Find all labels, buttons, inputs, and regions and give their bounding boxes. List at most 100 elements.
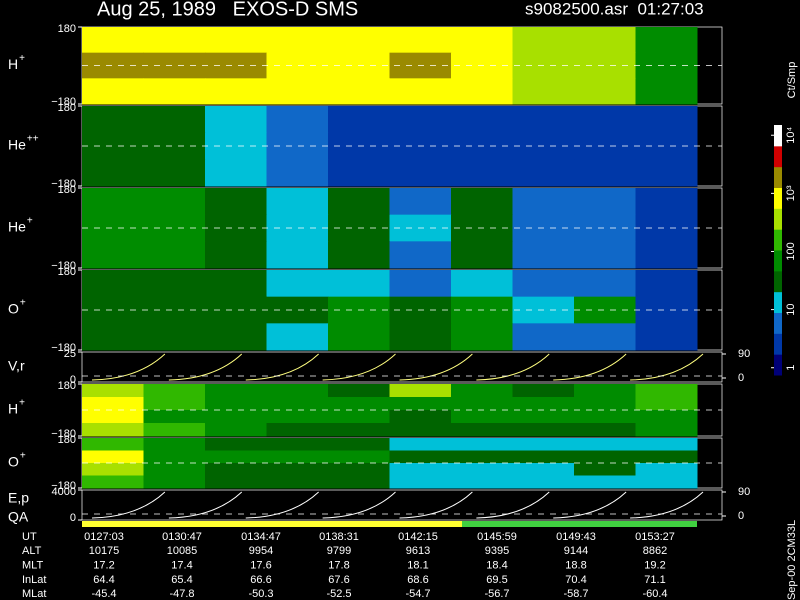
colorbar-cell (774, 270, 782, 293)
spectrogram-cell (451, 397, 513, 411)
spectrogram-cell (266, 323, 329, 351)
spectrogram-cell (635, 52, 698, 79)
spectrogram-cell (451, 27, 513, 54)
row-value: 18.8 (565, 560, 586, 572)
panel-label-sup: ++ (27, 134, 39, 145)
spectrogram-cell (328, 450, 390, 464)
spectrogram-cell (205, 270, 267, 298)
y-tick-label: −180 (51, 480, 76, 492)
title: Aug 25, 1989 EXOS-D SMS (97, 0, 358, 20)
spectrogram-cell (635, 450, 698, 464)
footer: Sep-00 2CM33L (786, 520, 798, 600)
y-tick-label: −180 (51, 178, 76, 190)
spectrogram-cell (574, 450, 636, 464)
y2-tick-label: 90 (738, 348, 750, 360)
row-label: UT (22, 531, 37, 543)
spectrogram-cell (143, 132, 206, 160)
spectrogram-cell (143, 214, 206, 242)
spectrogram-cell (82, 397, 144, 411)
spectrogram-cell (205, 27, 267, 54)
colorbar-cell (774, 125, 782, 147)
row-value: -56.7 (484, 588, 509, 600)
row-value: 70.4 (565, 574, 586, 586)
row-value: 10175 (89, 545, 120, 557)
spectrogram-cell (635, 384, 698, 398)
spectrogram-cell (82, 463, 144, 476)
row-value: 10085 (167, 545, 198, 557)
y2-tick-label: 0 (738, 372, 744, 384)
spectrogram-cell (574, 323, 636, 351)
row-value: -54.7 (405, 588, 430, 600)
spectrogram-cell (328, 438, 390, 451)
spectrogram-cell (143, 188, 206, 216)
spectrogram-cell (635, 475, 698, 489)
spectrogram-cell (266, 241, 329, 269)
spectrogram-cell (205, 323, 267, 351)
spectrogram-cell (266, 450, 329, 464)
spectrogram-cell (266, 106, 329, 134)
spectrogram-cell (328, 106, 390, 134)
spectrogram-cell (512, 159, 575, 187)
spectrogram-cell (82, 270, 144, 298)
row-label: MLT (22, 560, 43, 572)
spectrogram-cell (266, 410, 329, 424)
y-tick-label: −180 (51, 96, 76, 108)
y-tick-label: 180 (58, 380, 76, 392)
spectrogram-cell (451, 423, 513, 437)
spectrogram-cell (328, 270, 390, 298)
row-value: -52.5 (326, 588, 351, 600)
spectrogram-cell (266, 397, 329, 411)
spectrogram-cell (512, 323, 575, 351)
spectrogram-cell (451, 188, 513, 216)
spectrogram-cell (574, 475, 636, 489)
spectrogram-cell (451, 106, 513, 134)
spectrogram-cell (389, 397, 452, 411)
spectrogram-cell (635, 323, 698, 351)
row-value: -45.4 (91, 588, 116, 600)
spectrogram-cell (574, 188, 636, 216)
spectrogram-cell (635, 410, 698, 424)
panel-label: H (8, 401, 18, 417)
y-tick-label: 180 (58, 23, 76, 35)
row-value: 69.5 (486, 574, 507, 586)
row-value: 0134:47 (241, 531, 281, 543)
colorbar-cell (774, 291, 782, 313)
row-value: 9144 (564, 545, 588, 557)
spectrogram-cell (328, 78, 390, 105)
spectrogram-cell (205, 463, 267, 476)
y-tick-label: 180 (58, 266, 76, 278)
spectrogram-cell (143, 78, 206, 105)
row-value: 67.6 (328, 574, 349, 586)
spectrogram-cell (389, 323, 452, 351)
spectrogram-cell (451, 410, 513, 424)
spectrogram-cell (266, 78, 329, 105)
colorbar-cell (774, 187, 782, 209)
panel-label: QA (8, 509, 29, 525)
spectrogram-cell (143, 159, 206, 187)
spectrogram-cell (512, 410, 575, 424)
spectrogram-cell (451, 463, 513, 476)
spectrogram-cell (635, 397, 698, 411)
spectrogram-cell (328, 475, 390, 489)
row-value: 18.1 (407, 560, 428, 572)
spectrogram-cell (574, 423, 636, 437)
y-tick-label: −180 (51, 428, 76, 440)
spectrogram-cell (328, 159, 390, 187)
spectrogram-cell (451, 241, 513, 269)
spectrogram-cell (574, 410, 636, 424)
colorbar-label: 10⁴ (785, 126, 797, 143)
spectrogram-cell (205, 423, 267, 437)
spectrogram-cell (143, 384, 206, 398)
spectrogram-cell (635, 78, 698, 105)
panel-frame (81, 351, 723, 383)
spectrogram-cell (574, 27, 636, 54)
spectrogram-cell (143, 463, 206, 476)
spectrogram-cell (451, 475, 513, 489)
spectrogram-cell (512, 78, 575, 105)
spectrogram-cell (143, 52, 206, 79)
row-value: 66.6 (250, 574, 271, 586)
row-value: -50.3 (248, 588, 273, 600)
panel-label: E,p (8, 490, 29, 506)
spectrogram-cell (512, 475, 575, 489)
